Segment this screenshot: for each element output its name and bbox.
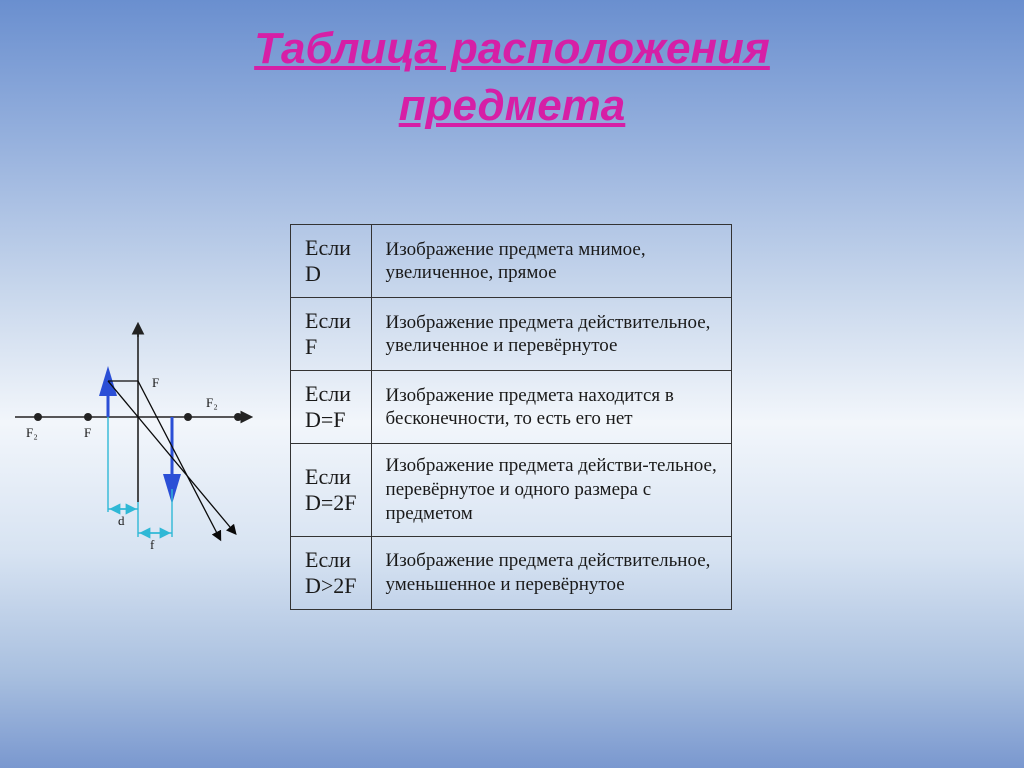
cases-table: ЕслиDИзображение предмета мнимое,увеличе… xyxy=(290,224,732,609)
label-d: d xyxy=(118,513,125,528)
condition-cell: ЕслиD xyxy=(291,225,372,298)
description-cell: Изображение предмета действительное,увел… xyxy=(371,298,731,371)
d-bracket xyxy=(108,417,138,512)
description-cell: Изображение предмета действи-тельное,пер… xyxy=(371,444,731,536)
page-title: Таблица расположения предмета xyxy=(0,0,1024,134)
optics-diagram: F F F₂ F₂ d f xyxy=(10,277,260,557)
table-row: ЕслиDИзображение предмета мнимое,увеличе… xyxy=(291,225,732,298)
condition-cell: ЕслиD=2F xyxy=(291,444,372,536)
description-cell: Изображение предмета находится вбесконеч… xyxy=(371,371,731,444)
point-2F-right xyxy=(234,413,242,421)
label-2F-right: F₂ xyxy=(206,395,218,410)
point-F-right xyxy=(184,413,192,421)
table-row: ЕслиFИзображение предмета действительное… xyxy=(291,298,732,371)
label-F-bottom: F xyxy=(84,425,91,440)
condition-cell: ЕслиD=F xyxy=(291,371,372,444)
label-f: f xyxy=(150,537,155,552)
point-F-left xyxy=(84,413,92,421)
label-2F-left: F₂ xyxy=(26,425,38,440)
title-line1: Таблица расположения xyxy=(254,24,770,73)
condition-cell: ЕслиD>2F xyxy=(291,536,372,609)
table-row: ЕслиD=2FИзображение предмета действи-тел… xyxy=(291,444,732,536)
f-bracket xyxy=(138,489,172,537)
label-F-top: F xyxy=(152,375,159,390)
description-cell: Изображение предмета мнимое,увеличенное,… xyxy=(371,225,731,298)
condition-cell: ЕслиF xyxy=(291,298,372,371)
table-row: ЕслиD=FИзображение предмета находится вб… xyxy=(291,371,732,444)
point-2F-left xyxy=(34,413,42,421)
table-row: ЕслиD>2FИзображение предмета действитель… xyxy=(291,536,732,609)
description-cell: Изображение предмета действительное,умен… xyxy=(371,536,731,609)
title-line2: предмета xyxy=(399,81,626,130)
